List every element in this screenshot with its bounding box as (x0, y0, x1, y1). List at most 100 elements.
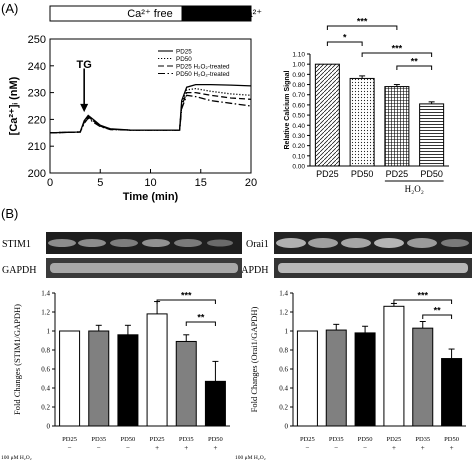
y-tick-label: 0.2 (41, 404, 50, 412)
legend-label: PD50 (176, 56, 192, 63)
treatment-row-label: 100 μM H₂O₂ (235, 455, 266, 461)
treatment-flag: − (334, 444, 338, 452)
panel-label-a: (A) (1, 1, 18, 16)
y-axis-label: Fold Changes (STIM1/GAPDH) (12, 304, 22, 415)
significance-label: ** (434, 306, 442, 316)
bar (325, 329, 347, 427)
condition-label-free: Ca²⁺ free (127, 8, 173, 20)
category-label: PD50 (208, 436, 223, 443)
blot-label-gapdh-right: GAPDH (234, 265, 268, 276)
significance-label: *** (357, 17, 368, 27)
category-label: PD50 (420, 169, 443, 179)
legend-label: PD25 (176, 49, 192, 56)
y-tick-label: 1.00 (292, 62, 305, 69)
bar (146, 313, 168, 427)
bar (419, 103, 445, 167)
x-tick-label: 5 (97, 177, 103, 189)
bar (349, 77, 375, 167)
y-tick-label: 1.4 (41, 290, 50, 298)
bar (296, 330, 318, 427)
y-tick-label: 0.2 (279, 404, 288, 412)
treatment-flag: − (68, 444, 72, 452)
y-tick-label: 200 (28, 168, 46, 180)
x-tick-label: 15 (195, 177, 207, 189)
bar (441, 358, 463, 427)
tg-arrow-head (80, 103, 89, 113)
treatment-flag: + (213, 444, 217, 452)
legend-label: PD25 H₂O₂-treated (176, 64, 230, 71)
y-tick-label: 0.4 (41, 385, 50, 393)
significance-label: *** (181, 291, 192, 301)
y-tick-label: 1.2 (279, 309, 288, 317)
y-tick-label: 1.4 (279, 290, 288, 298)
relative-calcium-bar-chart: 0.00 0.10 0.20 0.30 0.40 0.50 0.60 0.70 0.80 0.90… (284, 17, 449, 194)
y-tick-label: 0.30 (292, 133, 305, 140)
y-tick-label: 0 (47, 423, 51, 431)
panel-label-b: (B) (1, 206, 18, 221)
h2o2-group-label: H₂O₂ (405, 184, 424, 194)
category-label: PD35 (179, 436, 194, 443)
bar (59, 330, 81, 427)
y-tick-label: 1 (285, 328, 289, 336)
y-tick-label: 230 (28, 88, 46, 100)
blot-label-stim1: STIM1 (2, 239, 31, 250)
y-tick-label: 250 (28, 34, 46, 46)
series-line-0 (49, 83, 252, 134)
tg-label: TG (77, 59, 92, 71)
treatment-flag: + (450, 444, 454, 452)
category-label: PD25 (316, 169, 339, 179)
y-tick-label: 0.80 (292, 82, 305, 89)
y-tick-label: 0 (285, 423, 289, 431)
y-tick-label: 0.6 (41, 366, 50, 374)
y-tick-label: 0.50 (292, 113, 305, 120)
significance-label: ** (197, 313, 205, 323)
category-label: PD25 (300, 436, 315, 443)
significance-bracket (326, 25, 398, 30)
significance-label: *** (417, 291, 428, 301)
y-tick-label: 1.2 (41, 309, 50, 317)
treatment-row-label: 100 μM H₂O₂ (1, 455, 32, 461)
significance-label: * (343, 33, 347, 43)
y-tick-label: 0.8 (279, 347, 288, 355)
category-label: PD25 (386, 169, 409, 179)
category-label: PD35 (415, 436, 430, 443)
category-label: PD50 (358, 436, 373, 443)
stim1-bar-chart: 0 0.2 0.4 0.6 0.8 1 1.2 1.4 Fold Changes (STIM1/… (1, 290, 230, 461)
y-tick-label: 0.70 (292, 92, 305, 99)
bar (175, 340, 197, 427)
treatment-flag: − (363, 444, 367, 452)
blot-orai1 (274, 232, 472, 254)
treatment-flag: + (155, 444, 159, 452)
legend-label: PD50 H₂O₂-treated (176, 71, 230, 78)
category-label: PD50 (444, 436, 459, 443)
treatment-flag: − (305, 444, 309, 452)
blot-label-gapdh-left: GAPDH (2, 265, 36, 276)
y-tick-label: 1 (47, 328, 51, 336)
category-label: PD50 (121, 436, 136, 443)
y-tick-label: 0.10 (292, 153, 305, 160)
blot-gapdh-left (46, 258, 242, 278)
blot-stim1 (46, 232, 242, 254)
bar (354, 332, 376, 427)
category-label: PD25 (150, 436, 165, 443)
y-tick-label: 220 (28, 114, 46, 126)
category-label: PD35 (91, 436, 106, 443)
bar (88, 330, 110, 427)
y-axis-label: Relative Calcium Signal (284, 70, 291, 149)
significance-bracket (396, 65, 433, 70)
y-tick-label: 240 (28, 61, 46, 73)
bar (117, 334, 139, 427)
treatment-flag: + (421, 444, 425, 452)
category-label: PD25 (62, 436, 77, 443)
y-tick-label: 210 (28, 141, 46, 153)
y-tick-label: 0.8 (41, 347, 50, 355)
y-tick-label: 1.10 (292, 52, 305, 59)
category-label: PD25 (387, 436, 402, 443)
y-axis-label: [Ca²⁺]ᵢ (nM) (8, 76, 20, 135)
significance-label: *** (392, 44, 403, 54)
condition-bar: Ca²⁺ free 2 mM Ca²⁺ (49, 5, 262, 22)
y-tick-label: 0.60 (292, 102, 305, 109)
y-tick-label: 0.40 (292, 123, 305, 130)
treatment-flag: + (392, 444, 396, 452)
